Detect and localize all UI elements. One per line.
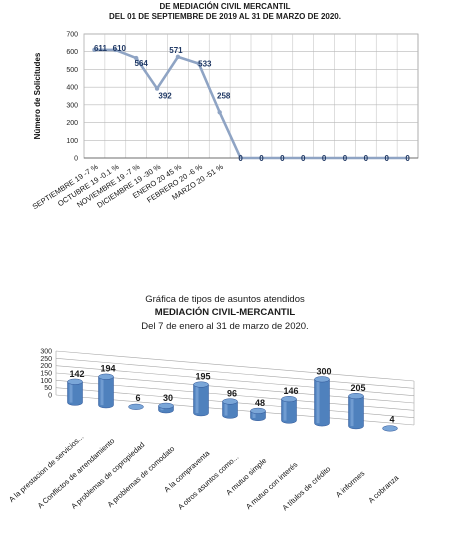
x-tick-label: A otros asuntos como... [176, 452, 240, 511]
data-label: 142 [69, 369, 84, 379]
data-point [196, 61, 202, 66]
line-chart: 0 100 200 300 400 500 600 700 611 610 564 392 571 533… [31, 32, 419, 211]
bar-chart-panel: Gráfica de tipos de asuntos atendidos ME… [0, 278, 450, 550]
bar-highlight [283, 399, 287, 421]
bar-chart-title-line-3: Del 7 de enero al 31 de marzo de 2020. [141, 321, 309, 332]
data-label: 4 [389, 414, 394, 424]
data-label: 205 [350, 383, 365, 393]
data-point [92, 47, 97, 52]
data-label: 146 [283, 386, 298, 396]
data-label: 0 [384, 154, 389, 163]
y-tick-label: 50 [44, 385, 52, 392]
bar-top [193, 381, 209, 388]
y-tick-label: 100 [66, 138, 78, 145]
bar-highlight [350, 396, 354, 427]
bar-highlight [195, 384, 199, 414]
bar-top [67, 378, 83, 385]
data-label: 195 [195, 372, 210, 382]
data-point [113, 47, 118, 53]
y-tick-label: 200 [40, 363, 52, 370]
bar-top [158, 402, 174, 409]
data-label: 0 [322, 154, 327, 163]
data-label: 0 [364, 154, 369, 163]
data-label: 0 [280, 154, 285, 163]
data-label: 0 [259, 154, 264, 163]
gridline [55, 350, 415, 382]
series-line [94, 48, 408, 160]
data-label: 96 [227, 389, 237, 399]
data-label: 392 [158, 92, 172, 101]
data-label: 0 [238, 154, 243, 163]
gridline [55, 365, 415, 396]
line-chart-title-line-2: DEL 01 DE SEPTIEMBRE DE 2019 AL 31 DE MA… [109, 12, 341, 21]
y-tick-label: 250 [40, 356, 52, 363]
y-tick-label: 300 [66, 102, 78, 109]
x-tick-label: A informes [334, 469, 367, 500]
data-label: 300 [316, 366, 331, 376]
data-point [217, 110, 222, 115]
y-tick-label: 300 [40, 349, 52, 356]
data-label: 571 [169, 46, 183, 55]
data-label: 564 [135, 59, 149, 68]
bar-highlight [252, 410, 256, 418]
data-label: 610 [113, 44, 127, 53]
y-tick-label: 400 [66, 85, 78, 92]
data-point [175, 54, 181, 60]
line-chart-title-line-1: DE MEDIACIÓN CIVIL MERCANTIL [159, 2, 291, 11]
bar-highlight [224, 401, 228, 416]
data-label: 0 [343, 154, 348, 163]
data-point [133, 55, 139, 61]
bar-top [250, 407, 266, 414]
bar-top [314, 376, 330, 383]
gridline [55, 358, 415, 389]
data-point [154, 86, 160, 91]
data-label: 0 [301, 154, 306, 163]
y-tick-label: 0 [74, 156, 78, 163]
bar-top [281, 396, 297, 403]
bar-chart-title-line-2: MEDIACIÓN CIVIL-MERCANTIL [154, 307, 296, 318]
bar-top [98, 373, 114, 380]
bar-highlight [100, 376, 104, 406]
bar-top [382, 425, 398, 432]
bar-top [128, 403, 144, 410]
data-label: 258 [217, 91, 231, 100]
y-tick-label: 150 [40, 371, 52, 378]
y-tick-label: 700 [66, 32, 78, 39]
line-chart-panel: DE MEDIACIÓN CIVIL MERCANTIL DEL 01 DE S… [0, 0, 450, 245]
data-label: 194 [100, 364, 115, 374]
y-tick-label: 200 [66, 120, 78, 127]
y-axis-label: Número de Solicitudes [33, 52, 42, 139]
x-tick-label: A cobranza [366, 473, 401, 505]
y-tick-label: 100 [40, 378, 52, 385]
bar-top [348, 393, 364, 400]
data-label: 611 [94, 44, 107, 53]
y-tick-label: 600 [66, 49, 78, 56]
y-tick-label: 0 [48, 393, 52, 400]
data-label: 30 [163, 393, 173, 403]
data-label: 48 [255, 398, 265, 408]
bar-highlight [69, 381, 73, 403]
bar-chart-title-line-1: Gráfica de tipos de asuntos atendidos [145, 294, 305, 305]
data-label: 6 [135, 393, 140, 403]
y-tick-label: 500 [66, 67, 78, 74]
data-label: 0 [405, 154, 410, 163]
x-tick-label: A problemas de comodato [106, 444, 177, 509]
bar-top [222, 398, 238, 405]
data-label: 533 [198, 60, 212, 69]
bar-highlight [316, 379, 320, 424]
